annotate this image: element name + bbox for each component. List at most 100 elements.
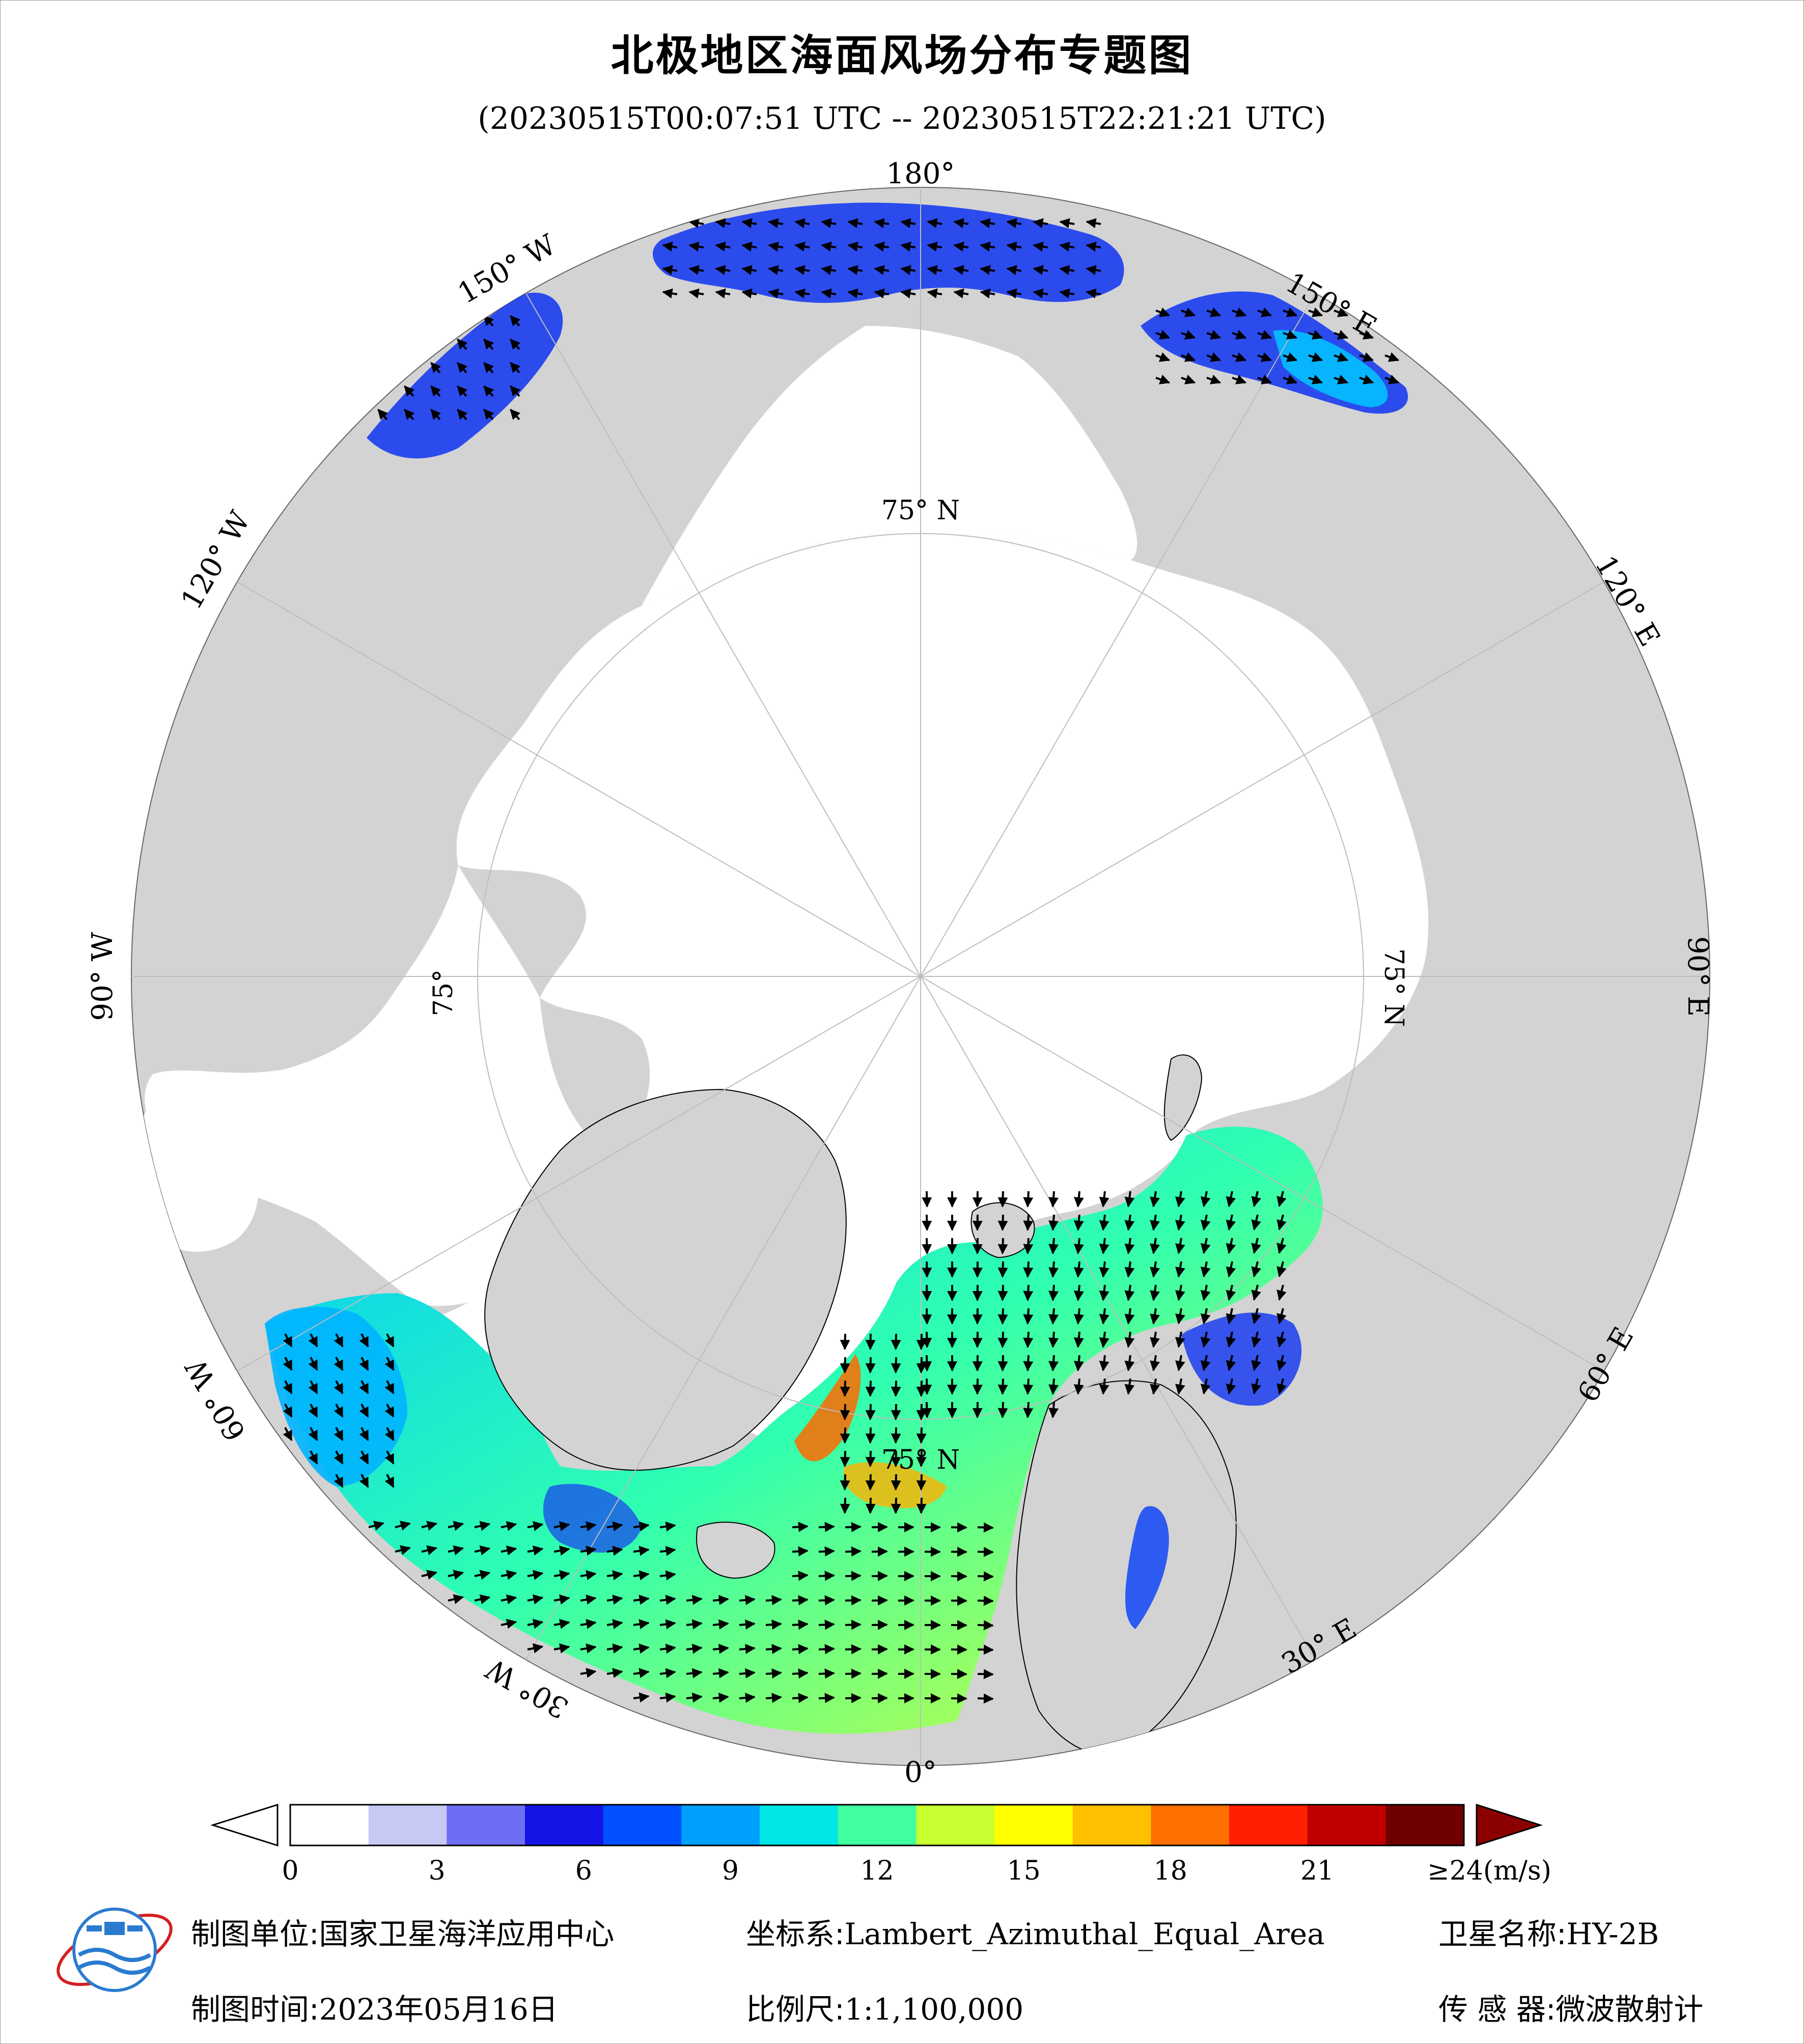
wind-arrow	[430, 362, 441, 374]
wind-arrow	[865, 1497, 876, 1514]
wind-arrow	[1150, 1284, 1160, 1301]
wind-arrow	[1206, 375, 1222, 384]
wind-arrow	[1155, 307, 1171, 317]
wind-arrow	[501, 1594, 517, 1605]
wind-arrow	[527, 1594, 544, 1605]
wind-arrow	[865, 1450, 876, 1467]
wind-arrow	[1150, 1308, 1160, 1325]
wind-arrow	[792, 1571, 809, 1581]
wind-arrow	[847, 265, 863, 275]
wind-arrow	[633, 1619, 650, 1630]
wind-arrow	[1181, 352, 1196, 362]
wind-arrow	[818, 1595, 835, 1606]
wind-arrow	[580, 1619, 597, 1629]
wind-arrow	[1099, 1378, 1109, 1395]
wind-arrow	[916, 1450, 927, 1467]
wind-arrow	[474, 1570, 491, 1580]
wind-arrow	[510, 409, 521, 421]
wind-arrow	[384, 1450, 395, 1465]
wind-arrow	[308, 1404, 318, 1418]
wind-arrow	[1150, 1331, 1160, 1348]
wind-arrow	[659, 1643, 676, 1654]
wind-arrow	[792, 1522, 809, 1532]
wind-arrow	[1073, 1214, 1084, 1231]
wind-arrow	[871, 1668, 888, 1679]
wind-arrow	[765, 1693, 782, 1703]
lat-label-top: 75° N	[881, 495, 960, 526]
wind-arrow	[1334, 352, 1349, 362]
wind-arrow	[457, 385, 468, 397]
wind-arrow	[1200, 1331, 1211, 1348]
wind-arrow	[308, 1427, 318, 1441]
wind-arrow	[977, 1693, 994, 1704]
wind-arrow	[1200, 1284, 1211, 1301]
wind-arrow	[1276, 1308, 1287, 1324]
wind-arrow	[980, 241, 995, 252]
wind-arrow	[1226, 1214, 1236, 1231]
wind-arrow	[1226, 1331, 1236, 1348]
colorbar-cell	[525, 1805, 604, 1845]
wind-arrow	[501, 1618, 517, 1629]
wind-arrow	[359, 1474, 369, 1488]
wind-arrow	[1023, 1402, 1034, 1418]
wind-arrow	[662, 288, 678, 299]
wind-arrow	[1226, 1378, 1236, 1395]
wind-arrow	[1175, 1378, 1185, 1395]
wind-arrow	[430, 409, 441, 421]
wind-arrow	[821, 288, 837, 299]
wind-arrow	[1086, 241, 1101, 252]
wind-arrow	[283, 1357, 293, 1371]
wind-arrow	[553, 1521, 570, 1531]
wind-arrow	[765, 1668, 782, 1679]
wind-arrow	[1251, 1238, 1261, 1254]
wind-arrow	[1150, 1355, 1160, 1371]
wind-arrow	[818, 1546, 835, 1557]
wind-arrow	[845, 1546, 862, 1557]
wind-arrow	[712, 1619, 729, 1630]
wind-arrow	[1048, 1378, 1059, 1395]
wind-arrow	[972, 1284, 983, 1301]
wind-arrow	[871, 1595, 888, 1606]
wind-arrow	[633, 1643, 650, 1654]
wind-arrow	[483, 362, 494, 374]
wind-arrow	[1276, 1378, 1287, 1394]
wind-arrow	[368, 1521, 384, 1531]
wind-arrow	[1206, 330, 1222, 340]
wind-arrow	[283, 1333, 293, 1348]
wind-arrow	[1059, 288, 1075, 299]
wind-arrow	[741, 218, 757, 229]
canadian-archipelago-water	[145, 865, 611, 1306]
wind-arrow	[953, 218, 969, 229]
wind-arrow	[688, 218, 704, 229]
labrador-sea-winds	[265, 1306, 407, 1487]
wind-arrow	[686, 1643, 703, 1654]
wind-arrow	[334, 1357, 344, 1371]
wind-arrow	[1124, 1378, 1135, 1395]
wind-arrow	[1175, 1331, 1185, 1348]
wind-arrow	[1023, 1191, 1034, 1208]
wind-arrow	[334, 1380, 344, 1394]
wind-arrow	[874, 288, 890, 299]
kamchatka-winds	[1273, 330, 1388, 407]
wind-arrow	[1124, 1355, 1135, 1371]
wind-arrow	[1359, 352, 1374, 362]
wind-arrow	[792, 1693, 809, 1703]
wind-arrow	[739, 1692, 756, 1703]
wind-arrow	[527, 1643, 544, 1654]
wind-arrow	[977, 1522, 994, 1533]
wind-arrow	[659, 1570, 676, 1581]
producer-label: 制图单位:	[191, 1917, 319, 1951]
colorbar-tick-label: 9	[721, 1856, 739, 1886]
wind-arrow	[1150, 1378, 1160, 1395]
wind-arrow	[1023, 1355, 1034, 1371]
wind-arrow	[765, 1644, 782, 1655]
wind-arrow	[384, 1427, 395, 1441]
wind-arrow	[715, 241, 731, 252]
wind-arrow	[510, 339, 521, 350]
novaya-zemlya	[1163, 1054, 1203, 1141]
wind-arrow	[662, 265, 678, 275]
wind-arrow	[1124, 1284, 1135, 1301]
wind-arrow	[1048, 1331, 1059, 1348]
wind-arrow	[553, 1619, 570, 1629]
